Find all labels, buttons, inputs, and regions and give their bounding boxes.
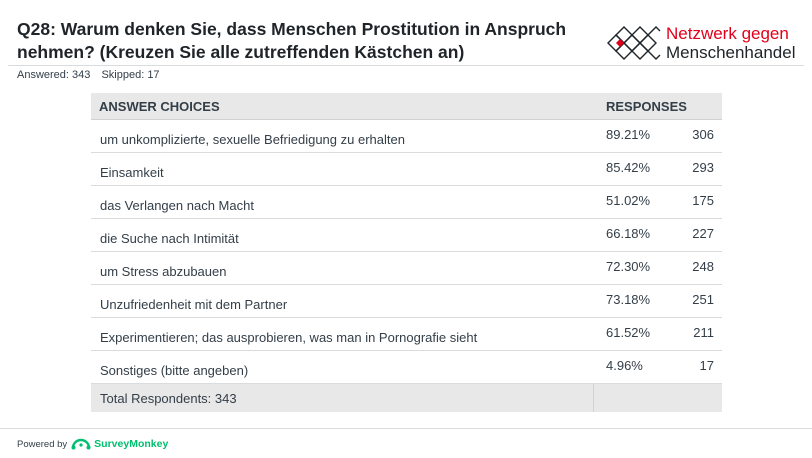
answer-count: 293	[692, 160, 714, 175]
answer-percent: 89.21%	[606, 127, 651, 142]
answer-label: Unzufriedenheit mit dem Partner	[100, 297, 288, 312]
powered-by-text: Powered by	[17, 438, 68, 450]
header-answer-choices: ANSWER CHOICES	[99, 98, 220, 114]
logo-text-line1: Netzwerk gegen	[666, 24, 789, 43]
answer-count: 251	[692, 292, 714, 307]
answer-count: 248	[692, 259, 714, 274]
header-responses: RESPONSES	[606, 98, 687, 114]
answer-count: 211	[693, 325, 714, 340]
table-row: das Verlangen nach Macht 51.02% 175	[91, 186, 722, 219]
answer-percent: 72.30%	[606, 259, 651, 274]
footer-divider	[0, 428, 812, 429]
organization-logo: Netzwerk gegen Menschenhandel	[606, 24, 806, 64]
answer-label: um unkomplizierte, sexuelle Befriedigung…	[100, 132, 405, 147]
answered-count: Answered: 343	[17, 69, 91, 81]
header-divider	[8, 65, 804, 66]
answer-label: Sonstiges (bitte angeben)	[100, 363, 249, 378]
answer-label: Experimentieren; das ausprobieren, was m…	[100, 330, 478, 345]
answer-label: Einsamkeit	[100, 165, 164, 180]
table-footer: Total Respondents: 343	[91, 384, 722, 412]
answer-percent: 73.18%	[606, 292, 651, 307]
answer-percent: 85.42%	[606, 160, 651, 175]
response-meta: Answered: 343 Skipped: 17	[17, 69, 168, 81]
table-row: die Suche nach Intimität 66.18% 227	[91, 219, 722, 252]
answer-label: um Stress abzubauen	[100, 264, 227, 279]
table-header: ANSWER CHOICES RESPONSES	[91, 93, 722, 120]
answer-count: 175	[692, 193, 714, 208]
responses-table: ANSWER CHOICES RESPONSES um unkomplizier…	[91, 93, 722, 412]
answer-count: 17	[699, 358, 714, 373]
table-row: Experimentieren; das ausprobieren, was m…	[91, 318, 722, 351]
table-row: Sonstiges (bitte angeben) 4.96% 17	[91, 351, 722, 384]
surveymonkey-logo-icon	[71, 438, 91, 450]
answer-percent: 51.02%	[606, 193, 651, 208]
answer-label: die Suche nach Intimität	[100, 231, 239, 246]
table-row: Einsamkeit 85.42% 293	[91, 153, 722, 186]
answer-percent: 4.96%	[606, 358, 643, 373]
diamond-lattice-icon	[607, 26, 661, 60]
table-row: Unzufriedenheit mit dem Partner 73.18% 2…	[91, 285, 722, 318]
logo-text-line2: Menschenhandel	[666, 43, 796, 62]
answer-percent: 61.52%	[606, 325, 651, 340]
surveymonkey-brand: SurveyMonkey	[94, 438, 169, 450]
footer-empty-cell	[593, 384, 722, 412]
answer-label: das Verlangen nach Macht	[100, 198, 254, 213]
answer-count: 306	[692, 127, 714, 142]
skipped-count: Skipped: 17	[101, 69, 160, 81]
table-row: um unkomplizierte, sexuelle Befriedigung…	[91, 120, 722, 153]
total-respondents: Total Respondents: 343	[100, 390, 237, 406]
answer-count: 227	[692, 226, 714, 241]
question-title: Q28: Warum denken Sie, dass Menschen Pro…	[17, 19, 567, 62]
powered-by: Powered by SurveyMonkey	[17, 438, 168, 450]
table-row: um Stress abzubauen 72.30% 248	[91, 252, 722, 285]
answer-percent: 66.18%	[606, 226, 651, 241]
